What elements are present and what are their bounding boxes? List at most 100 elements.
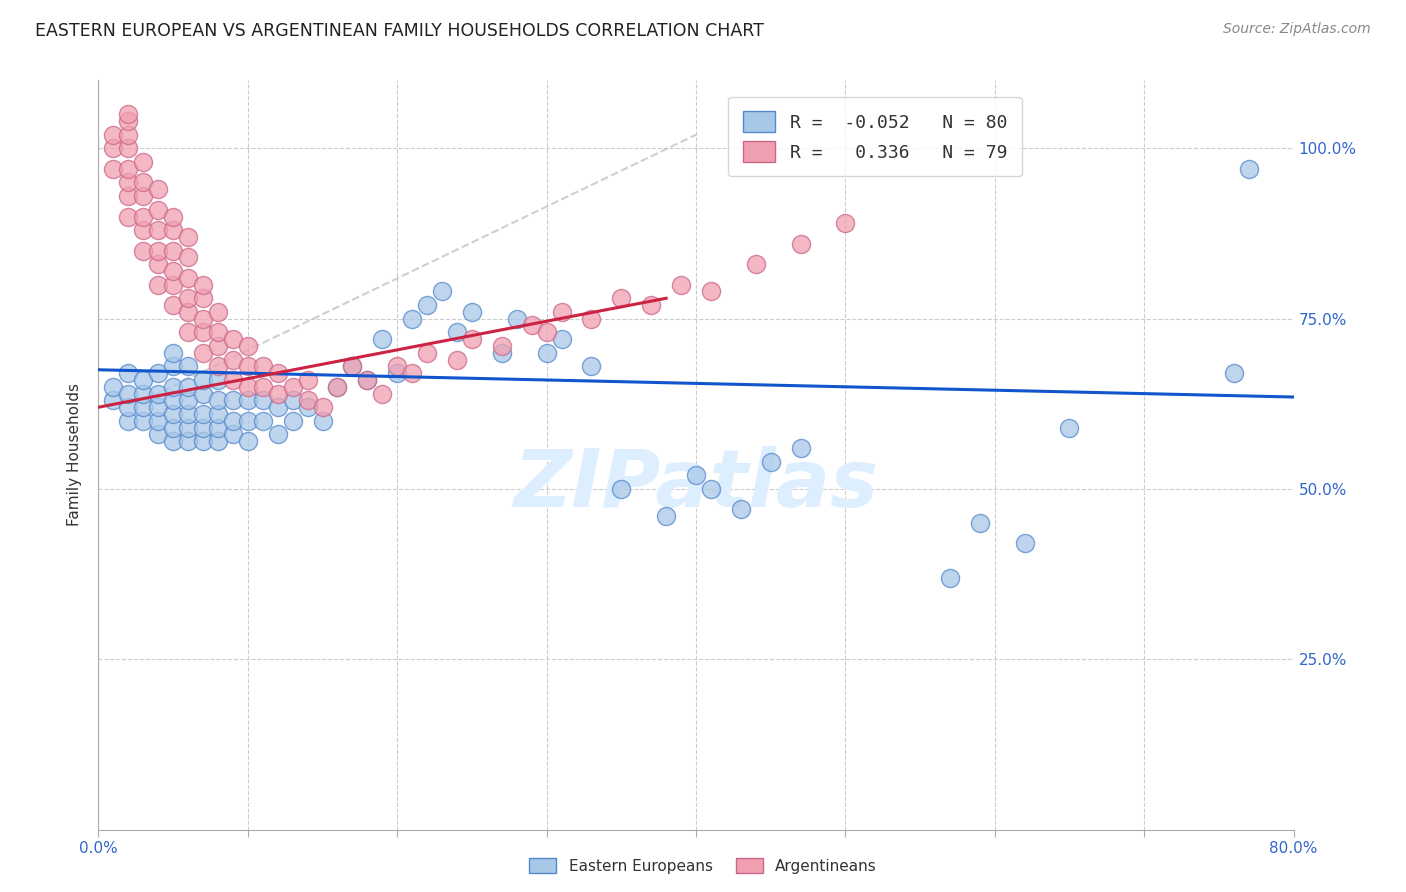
Point — [669, 277, 692, 292]
Point — [326, 380, 349, 394]
Y-axis label: Family Households: Family Households — [67, 384, 83, 526]
Point — [191, 420, 214, 434]
Point — [191, 373, 214, 387]
Point — [267, 401, 290, 415]
Point — [267, 386, 290, 401]
Point — [162, 434, 184, 449]
Point — [162, 264, 184, 278]
Point — [177, 326, 200, 340]
Point — [222, 352, 245, 367]
Point — [132, 176, 155, 190]
Point — [700, 482, 723, 496]
Point — [103, 380, 125, 394]
Point — [132, 210, 155, 224]
Point — [581, 359, 603, 374]
Point — [117, 189, 139, 203]
Point — [700, 285, 723, 299]
Point — [222, 332, 245, 346]
Point — [446, 326, 468, 340]
Point — [207, 434, 229, 449]
Point — [222, 427, 245, 442]
Point — [132, 155, 155, 169]
Point — [117, 386, 139, 401]
Point — [491, 345, 513, 359]
Point — [177, 434, 200, 449]
Point — [148, 427, 170, 442]
Point — [117, 176, 139, 190]
Point — [191, 291, 214, 305]
Point — [550, 332, 572, 346]
Point — [162, 298, 184, 312]
Point — [103, 141, 125, 155]
Point — [162, 210, 184, 224]
Point — [446, 352, 468, 367]
Point — [148, 277, 170, 292]
Point — [148, 223, 170, 237]
Point — [117, 141, 139, 155]
Point — [117, 401, 139, 415]
Point — [132, 223, 155, 237]
Point — [550, 305, 572, 319]
Point — [252, 393, 274, 408]
Point — [745, 257, 768, 271]
Point — [759, 455, 782, 469]
Point — [191, 277, 214, 292]
Point — [789, 236, 811, 251]
Point — [207, 359, 229, 374]
Point — [297, 401, 319, 415]
Point — [297, 373, 319, 387]
Point — [252, 359, 274, 374]
Point — [581, 311, 603, 326]
Point — [610, 291, 633, 305]
Point — [132, 373, 155, 387]
Point — [326, 380, 349, 394]
Point — [191, 386, 214, 401]
Point — [148, 401, 170, 415]
Point — [685, 468, 707, 483]
Point — [267, 366, 290, 380]
Point — [281, 380, 304, 394]
Point — [385, 359, 409, 374]
Point — [191, 326, 214, 340]
Point — [103, 128, 125, 142]
Point — [939, 570, 962, 584]
Point — [267, 427, 290, 442]
Point — [252, 380, 274, 394]
Point — [236, 380, 259, 394]
Point — [148, 202, 170, 217]
Point — [117, 161, 139, 176]
Point — [207, 339, 229, 353]
Point — [207, 305, 229, 319]
Point — [640, 298, 662, 312]
Point — [117, 107, 139, 121]
Point — [132, 244, 155, 258]
Point — [191, 407, 214, 421]
Point — [1014, 536, 1036, 550]
Point — [356, 373, 378, 387]
Point — [177, 407, 200, 421]
Point — [536, 326, 558, 340]
Point — [207, 326, 229, 340]
Point — [371, 386, 394, 401]
Point — [177, 393, 200, 408]
Point — [148, 244, 170, 258]
Point — [162, 223, 184, 237]
Point — [430, 285, 453, 299]
Point — [177, 251, 200, 265]
Point — [281, 414, 304, 428]
Point — [416, 345, 439, 359]
Point — [1059, 420, 1081, 434]
Legend: R =  -0.052   N = 80, R =   0.336   N = 79: R = -0.052 N = 80, R = 0.336 N = 79 — [728, 97, 1022, 177]
Point — [520, 318, 543, 333]
Point — [148, 257, 170, 271]
Point — [162, 407, 184, 421]
Point — [132, 189, 155, 203]
Point — [416, 298, 439, 312]
Point — [491, 339, 513, 353]
Point — [177, 380, 200, 394]
Point — [236, 359, 259, 374]
Point — [222, 393, 245, 408]
Point — [789, 441, 811, 455]
Point — [207, 373, 229, 387]
Point — [461, 305, 484, 319]
